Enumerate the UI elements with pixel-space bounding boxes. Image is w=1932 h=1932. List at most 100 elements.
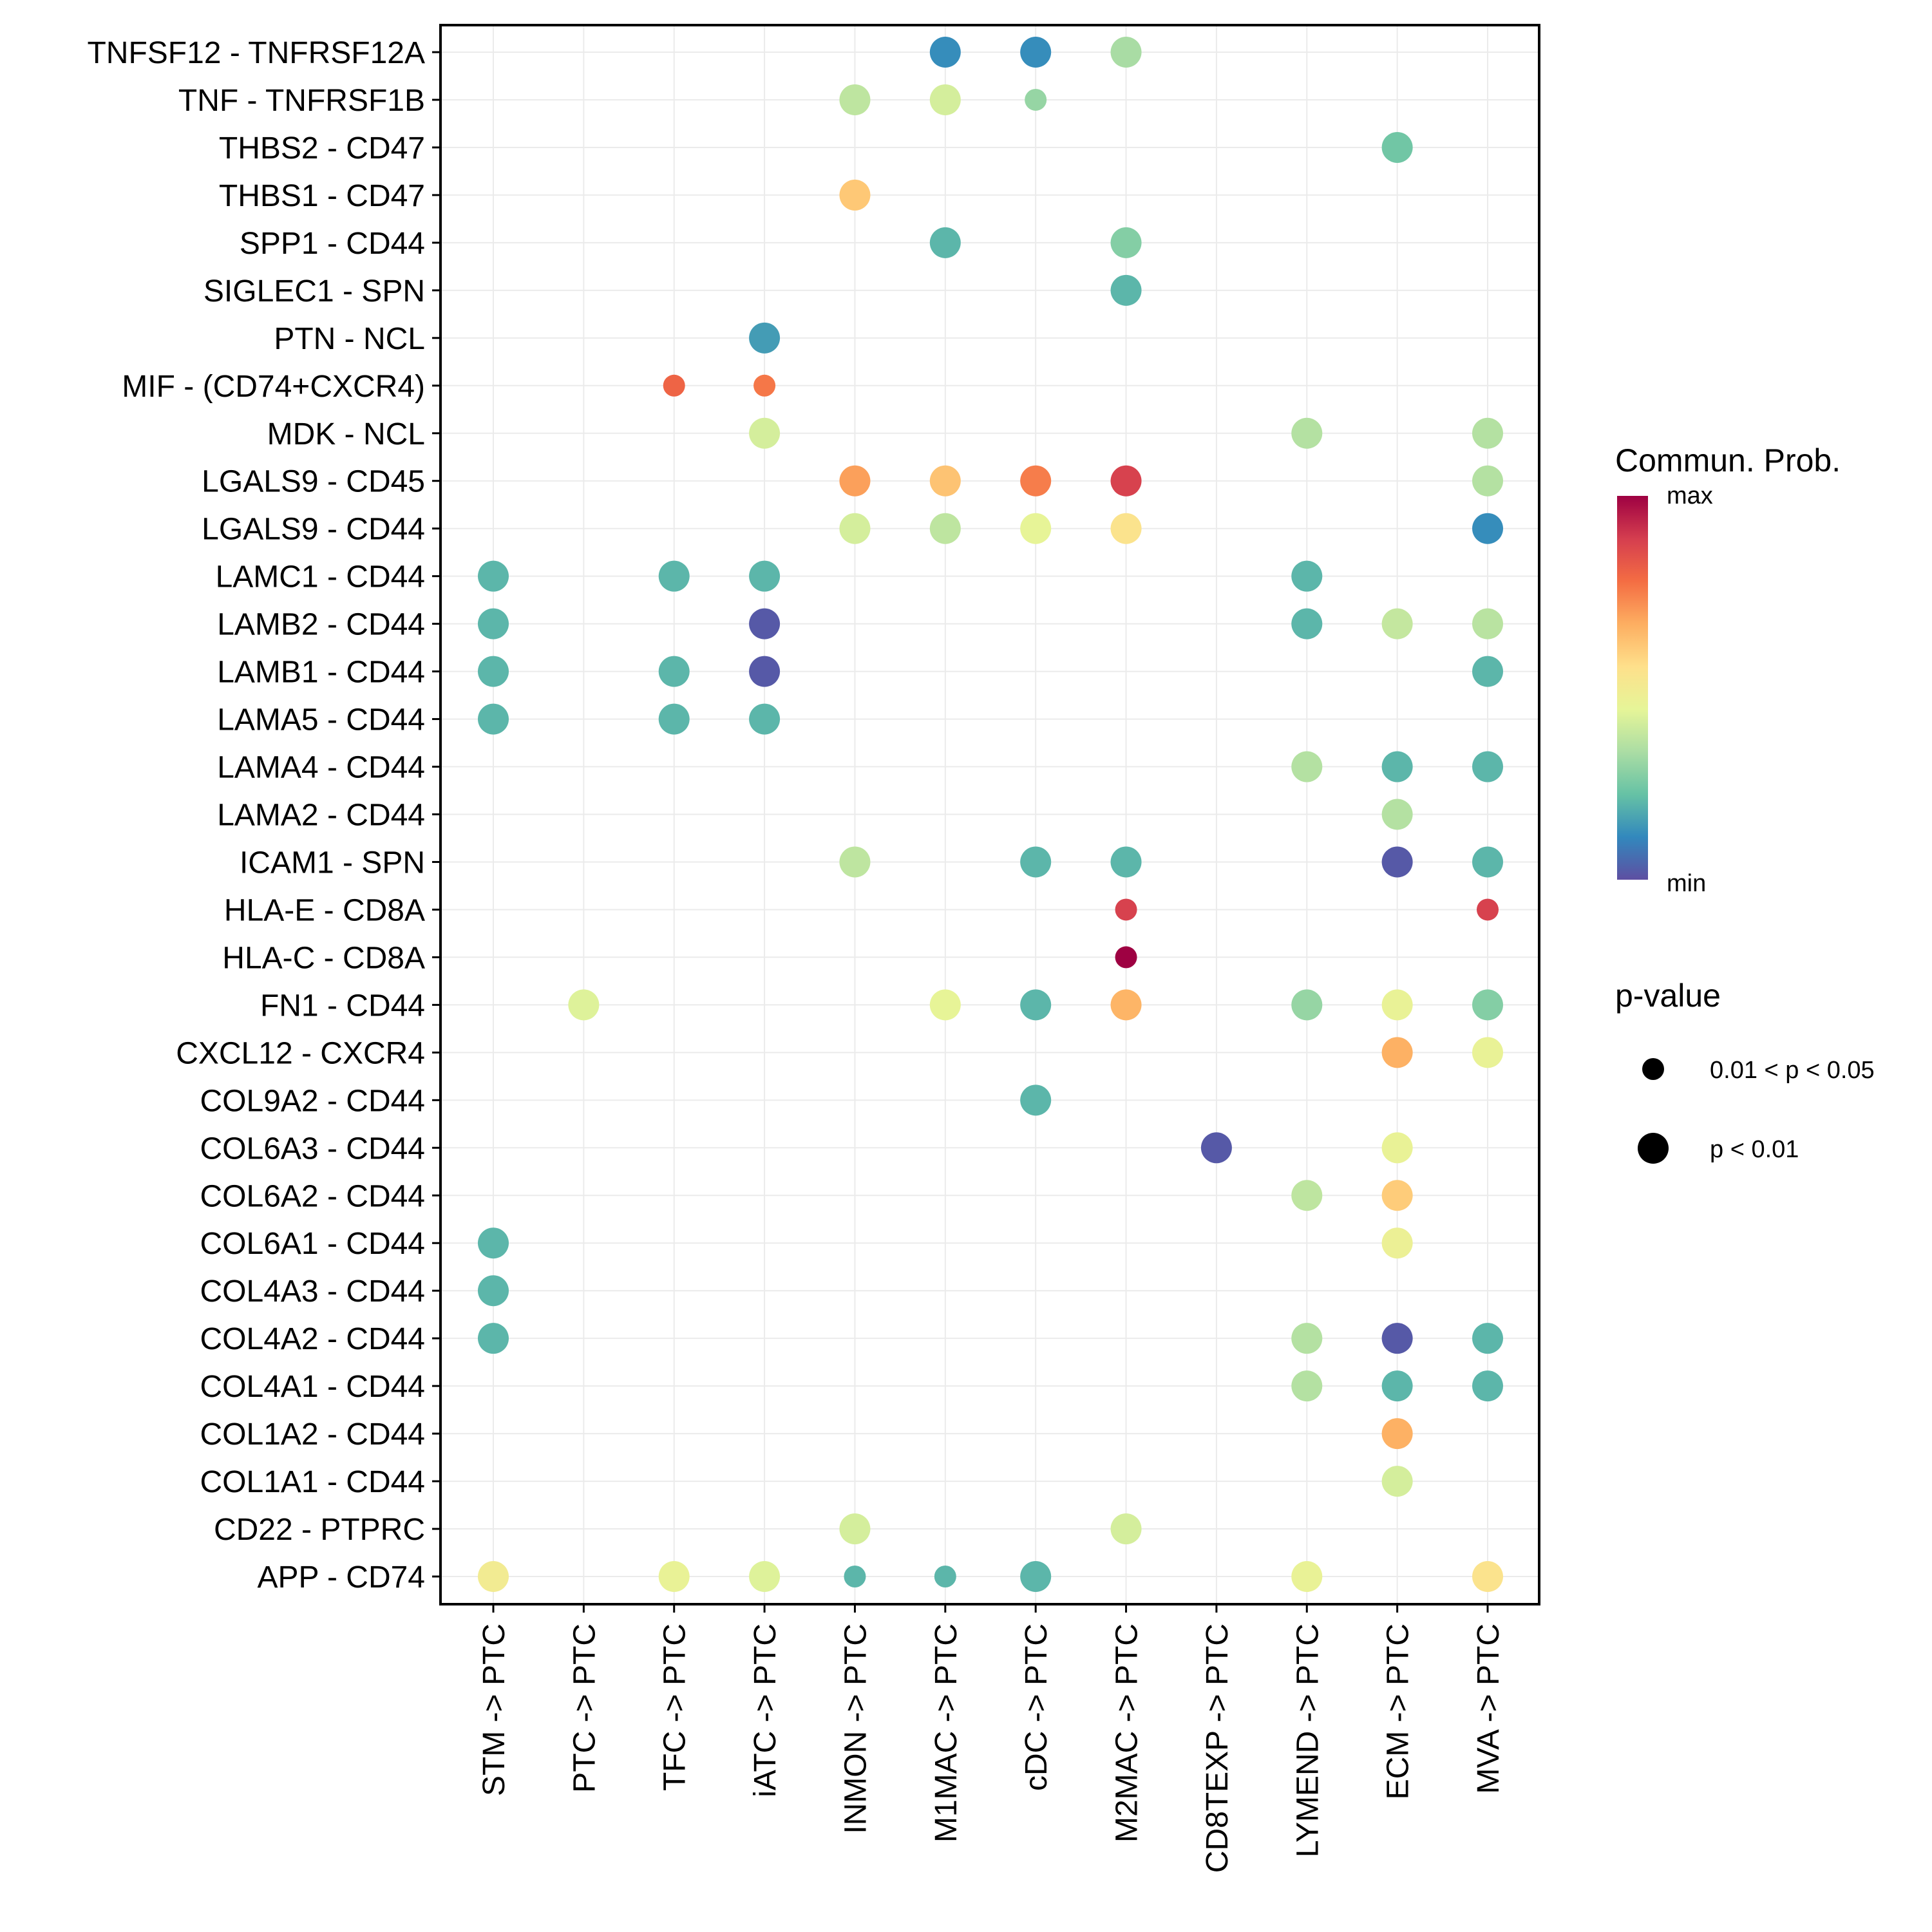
data-point xyxy=(1115,946,1137,969)
y-tick-label: COL1A2 - CD44 xyxy=(200,1417,425,1452)
y-tick-label: CXCL12 - CXCR4 xyxy=(176,1036,425,1070)
y-tick-label: LAMB2 - CD44 xyxy=(217,608,425,642)
data-point xyxy=(1472,846,1503,878)
data-point xyxy=(1381,1323,1413,1354)
data-point xyxy=(749,417,781,449)
data-point xyxy=(1472,608,1503,639)
data-point xyxy=(1025,88,1047,111)
y-tick-label: SIGLEC1 - SPN xyxy=(204,274,425,308)
data-point xyxy=(1110,513,1142,544)
data-points xyxy=(478,37,1503,1592)
data-point xyxy=(1110,846,1142,878)
data-point xyxy=(1381,751,1413,782)
data-point xyxy=(929,989,961,1021)
y-tick-label: THBS2 - CD47 xyxy=(219,131,425,166)
data-point xyxy=(1020,37,1052,68)
data-point xyxy=(1472,465,1503,497)
data-point xyxy=(1115,898,1137,921)
y-tick-label: FN1 - CD44 xyxy=(260,989,425,1023)
data-point xyxy=(839,465,871,497)
data-point xyxy=(1381,608,1413,639)
color-legend: Commun. Prob. max min xyxy=(1615,442,1841,897)
y-tick-label: LAMB1 - CD44 xyxy=(217,656,425,690)
size-legend-label-small: 0.01 < p < 0.05 xyxy=(1710,1057,1875,1084)
y-tick-label: MDK - NCL xyxy=(267,417,425,451)
color-bar xyxy=(1617,496,1648,880)
color-legend-title: Commun. Prob. xyxy=(1615,442,1841,478)
data-point xyxy=(1472,1037,1503,1068)
data-point xyxy=(749,656,781,687)
y-tick-label: LGALS9 - CD45 xyxy=(202,465,425,499)
data-point xyxy=(1472,513,1503,544)
data-point xyxy=(839,846,871,878)
y-tick-label: COL4A3 - CD44 xyxy=(200,1274,425,1309)
y-tick-label: COL4A1 - CD44 xyxy=(200,1370,425,1404)
x-tick-label: M2MAC -> PTC xyxy=(1110,1624,1144,1842)
data-point xyxy=(1381,846,1413,878)
color-legend-min: min xyxy=(1667,870,1706,897)
data-point xyxy=(749,560,781,592)
data-point xyxy=(1291,560,1323,592)
data-point xyxy=(1381,1227,1413,1259)
data-point xyxy=(1381,1037,1413,1068)
data-point xyxy=(478,560,509,592)
data-point xyxy=(1472,1370,1503,1402)
y-tick-label: MIF - (CD74+CXCR4) xyxy=(122,370,425,404)
data-point xyxy=(1381,1132,1413,1164)
data-point xyxy=(658,1561,690,1592)
data-point xyxy=(478,608,509,639)
y-tick-label: LAMA2 - CD44 xyxy=(217,799,425,833)
data-point xyxy=(1020,1561,1052,1592)
y-tick-label: PTN - NCL xyxy=(274,322,425,356)
y-tick-label: LAMA5 - CD44 xyxy=(217,703,425,737)
data-point xyxy=(1381,799,1413,830)
data-point xyxy=(929,513,961,544)
x-tick-label: STM -> PTC xyxy=(477,1624,511,1796)
size-legend-title: p-value xyxy=(1615,978,1721,1014)
data-point xyxy=(929,465,961,497)
data-point xyxy=(1020,513,1052,544)
y-tick-label: TNFSF12 - TNFRSF12A xyxy=(87,36,425,70)
x-tick-label: INMON -> PTC xyxy=(838,1624,873,1834)
data-point xyxy=(478,1275,509,1307)
data-point xyxy=(1020,846,1052,878)
size-legend: p-value 0.01 < p < 0.05 p < 0.01 xyxy=(1615,978,1875,1164)
data-point xyxy=(1200,1132,1232,1164)
y-tick-label: HLA-C - CD8A xyxy=(222,941,425,975)
size-legend-label-large: p < 0.01 xyxy=(1710,1136,1799,1163)
data-point xyxy=(1291,989,1323,1021)
data-point xyxy=(1110,227,1142,258)
gridlines xyxy=(440,25,1539,1604)
data-point xyxy=(1291,1561,1323,1592)
y-tick-label: SPP1 - CD44 xyxy=(240,227,425,261)
data-point xyxy=(1110,1513,1142,1545)
data-point xyxy=(1291,417,1323,449)
data-point xyxy=(1110,37,1142,68)
y-tick-label: CD22 - PTPRC xyxy=(214,1513,425,1547)
data-point xyxy=(478,656,509,687)
data-point xyxy=(1477,898,1499,921)
data-point xyxy=(1291,608,1323,639)
color-legend-max: max xyxy=(1667,482,1713,509)
y-tick-label: APP - CD74 xyxy=(257,1560,425,1595)
data-point xyxy=(753,374,776,397)
data-point xyxy=(749,703,781,735)
data-point xyxy=(478,1561,509,1592)
y-tick-label: COL6A2 - CD44 xyxy=(200,1179,425,1213)
data-point xyxy=(568,989,600,1021)
data-point xyxy=(1381,1180,1413,1211)
data-point xyxy=(839,179,871,211)
x-tick-label: ECM -> PTC xyxy=(1381,1624,1416,1799)
data-point xyxy=(478,1227,509,1259)
data-point xyxy=(1472,1561,1503,1592)
size-legend-small-dot xyxy=(1642,1058,1664,1080)
data-point xyxy=(1472,656,1503,687)
data-point xyxy=(1381,989,1413,1021)
y-tick-label: COL6A3 - CD44 xyxy=(200,1132,425,1166)
y-tick-label: COL6A1 - CD44 xyxy=(200,1227,425,1261)
y-tick-label: HLA-E - CD8A xyxy=(224,893,425,927)
data-point xyxy=(839,1513,871,1545)
data-point xyxy=(1472,989,1503,1021)
data-point xyxy=(1472,1323,1503,1354)
